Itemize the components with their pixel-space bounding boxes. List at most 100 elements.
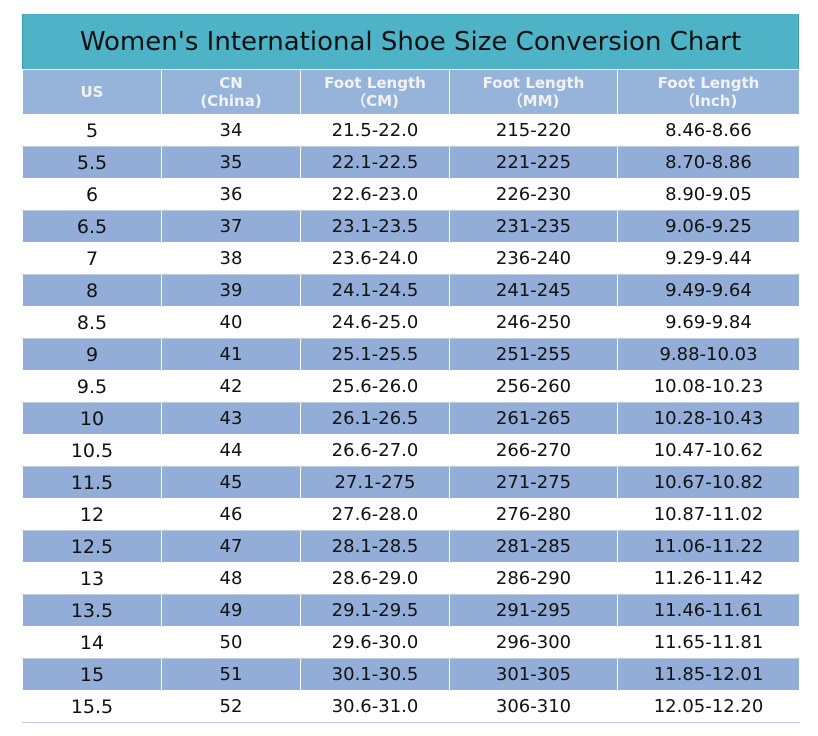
cell-foot-length-mm: 256-260 xyxy=(449,370,618,403)
table-row: 9.5 42 25.6-26.0 256-260 10.08-10.23 xyxy=(22,370,800,403)
cell-cn-size: 35 xyxy=(161,146,301,179)
cell-foot-length-cm: 27.6-28.0 xyxy=(300,498,450,531)
cell-foot-length-mm: 236-240 xyxy=(449,242,618,275)
cell-us-size: 11.5 xyxy=(22,466,162,499)
cell-cn-size: 43 xyxy=(161,402,301,435)
cell-foot-length-cm: 21.5-22.0 xyxy=(300,114,450,147)
cell-foot-length-cm: 28.1-28.5 xyxy=(300,530,450,563)
cell-foot-length-inch: 10.08-10.23 xyxy=(617,370,800,403)
cell-cn-size: 49 xyxy=(161,594,301,627)
cell-foot-length-inch: 10.87-11.02 xyxy=(617,498,800,531)
chart-title: Women's International Shoe Size Conversi… xyxy=(22,14,799,69)
cell-us-size: 5 xyxy=(22,114,162,147)
cell-foot-length-inch: 10.47-10.62 xyxy=(617,434,800,467)
cell-foot-length-inch: 11.06-11.22 xyxy=(617,530,800,563)
header-foot-length-cm: Foot Length （CM) xyxy=(300,69,450,115)
table-row: 13.5 49 29.1-29.5 291-295 11.46-11.61 xyxy=(22,594,800,627)
cell-us-size: 9.5 xyxy=(22,370,162,403)
cell-foot-length-mm: 286-290 xyxy=(449,562,618,595)
cell-us-size: 15.5 xyxy=(22,690,162,723)
header-foot-length-mm: Foot Length （MM) xyxy=(449,69,618,115)
cell-foot-length-cm: 28.6-29.0 xyxy=(300,562,450,595)
cell-foot-length-inch: 8.90-9.05 xyxy=(617,178,800,211)
table-row: 12 46 27.6-28.0 276-280 10.87-11.02 xyxy=(22,498,800,531)
cell-foot-length-mm: 276-280 xyxy=(449,498,618,531)
cell-foot-length-inch: 10.67-10.82 xyxy=(617,466,800,499)
cell-us-size: 14 xyxy=(22,626,162,659)
table-row: 15 51 30.1-30.5 301-305 11.85-12.01 xyxy=(22,658,800,691)
table-row: 5.5 35 22.1-22.5 221-225 8.70-8.86 xyxy=(22,146,800,179)
table-row: 11.5 45 27.1-275 271-275 10.67-10.82 xyxy=(22,466,800,499)
cell-foot-length-mm: 215-220 xyxy=(449,114,618,147)
cell-foot-length-inch: 8.70-8.86 xyxy=(617,146,800,179)
cell-us-size: 6 xyxy=(22,178,162,211)
cell-cn-size: 48 xyxy=(161,562,301,595)
cell-foot-length-mm: 226-230 xyxy=(449,178,618,211)
cell-cn-size: 47 xyxy=(161,530,301,563)
header-row: US CN (China) Foot Length （CM) Foot Leng… xyxy=(22,69,800,115)
table-row: 8 39 24.1-24.5 241-245 9.49-9.64 xyxy=(22,274,800,307)
cell-cn-size: 50 xyxy=(161,626,301,659)
cell-us-size: 7 xyxy=(22,242,162,275)
header-sublabel: （MM) xyxy=(507,92,560,110)
cell-foot-length-cm: 23.6-24.0 xyxy=(300,242,450,275)
cell-foot-length-cm: 25.6-26.0 xyxy=(300,370,450,403)
header-sublabel: (China) xyxy=(200,92,262,110)
cell-foot-length-mm: 261-265 xyxy=(449,402,618,435)
cell-foot-length-mm: 281-285 xyxy=(449,530,618,563)
cell-cn-size: 52 xyxy=(161,690,301,723)
header-label: Foot Length xyxy=(324,74,426,92)
cell-foot-length-mm: 271-275 xyxy=(449,466,618,499)
cell-foot-length-inch: 9.06-9.25 xyxy=(617,210,800,243)
table-body: 5 34 21.5-22.0 215-220 8.46-8.66 5.5 35 22.1-22… xyxy=(22,114,800,723)
cell-cn-size: 34 xyxy=(161,114,301,147)
header-cn: CN (China) xyxy=(161,69,301,115)
table-row: 8.5 40 24.6-25.0 246-250 9.69-9.84 xyxy=(22,306,800,339)
table-row: 10.5 44 26.6-27.0 266-270 10.47-10.62 xyxy=(22,434,800,467)
cell-foot-length-mm: 231-235 xyxy=(449,210,618,243)
cell-foot-length-inch: 8.46-8.66 xyxy=(617,114,800,147)
cell-foot-length-mm: 306-310 xyxy=(449,690,618,723)
cell-cn-size: 42 xyxy=(161,370,301,403)
cell-foot-length-cm: 22.1-22.5 xyxy=(300,146,450,179)
header-label: CN xyxy=(219,74,243,92)
header-us: US xyxy=(22,69,162,115)
cell-cn-size: 51 xyxy=(161,658,301,691)
cell-us-size: 12.5 xyxy=(22,530,162,563)
cell-foot-length-cm: 27.1-275 xyxy=(300,466,450,499)
cell-foot-length-mm: 296-300 xyxy=(449,626,618,659)
cell-foot-length-inch: 9.29-9.44 xyxy=(617,242,800,275)
cell-us-size: 10.5 xyxy=(22,434,162,467)
cell-foot-length-cm: 26.1-26.5 xyxy=(300,402,450,435)
cell-cn-size: 46 xyxy=(161,498,301,531)
cell-foot-length-mm: 246-250 xyxy=(449,306,618,339)
cell-cn-size: 44 xyxy=(161,434,301,467)
cell-foot-length-mm: 266-270 xyxy=(449,434,618,467)
cell-cn-size: 38 xyxy=(161,242,301,275)
cell-us-size: 13 xyxy=(22,562,162,595)
cell-foot-length-cm: 22.6-23.0 xyxy=(300,178,450,211)
table-row: 14 50 29.6-30.0 296-300 11.65-11.81 xyxy=(22,626,800,659)
cell-foot-length-cm: 25.1-25.5 xyxy=(300,338,450,371)
cell-foot-length-mm: 241-245 xyxy=(449,274,618,307)
cell-foot-length-inch: 11.65-11.81 xyxy=(617,626,800,659)
cell-foot-length-inch: 9.69-9.84 xyxy=(617,306,800,339)
table-row: 9 41 25.1-25.5 251-255 9.88-10.03 xyxy=(22,338,800,371)
cell-foot-length-cm: 26.6-27.0 xyxy=(300,434,450,467)
cell-foot-length-mm: 291-295 xyxy=(449,594,618,627)
cell-cn-size: 40 xyxy=(161,306,301,339)
cell-foot-length-mm: 251-255 xyxy=(449,338,618,371)
cell-us-size: 6.5 xyxy=(22,210,162,243)
cell-cn-size: 41 xyxy=(161,338,301,371)
cell-us-size: 8.5 xyxy=(22,306,162,339)
cell-cn-size: 37 xyxy=(161,210,301,243)
cell-foot-length-mm: 301-305 xyxy=(449,658,618,691)
cell-us-size: 15 xyxy=(22,658,162,691)
table-row: 6.5 37 23.1-23.5 231-235 9.06-9.25 xyxy=(22,210,800,243)
cell-foot-length-inch: 11.85-12.01 xyxy=(617,658,800,691)
cell-us-size: 8 xyxy=(22,274,162,307)
cell-us-size: 9 xyxy=(22,338,162,371)
cell-foot-length-mm: 221-225 xyxy=(449,146,618,179)
table-row: 5 34 21.5-22.0 215-220 8.46-8.66 xyxy=(22,114,800,147)
cell-foot-length-inch: 11.46-11.61 xyxy=(617,594,800,627)
